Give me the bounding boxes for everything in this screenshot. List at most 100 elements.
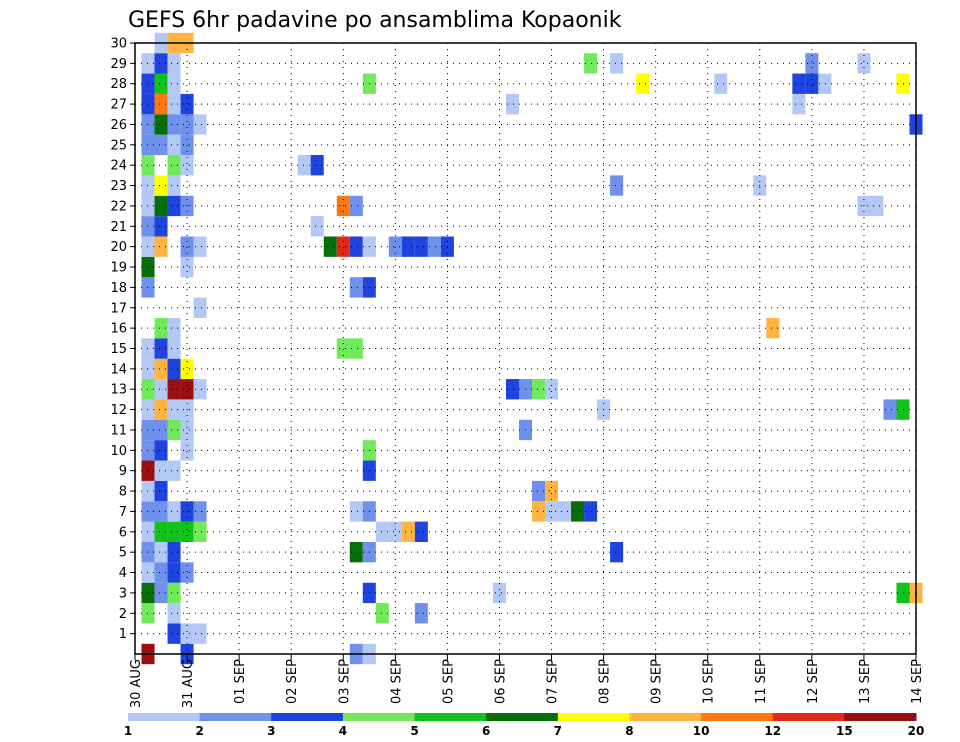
heatmap-cell: [141, 216, 155, 237]
heatmap-cell: [610, 53, 624, 74]
heatmap-cell: [141, 419, 155, 441]
heatmap-cell: [154, 541, 168, 563]
heatmap-cell: [167, 93, 181, 115]
legend-label: 15: [836, 724, 853, 738]
heatmap-cell: [545, 480, 559, 502]
heatmap-cell: [545, 379, 559, 400]
heatmap-cell: [297, 155, 311, 176]
y-tick-label: 10: [110, 444, 127, 459]
heatmap-cell: [154, 501, 168, 522]
heatmap-cell: [141, 53, 155, 74]
heatmap-cell: [141, 603, 155, 624]
y-tick-label: 27: [110, 98, 127, 113]
heatmap-cell: [193, 297, 207, 318]
heatmap-cell: [792, 93, 806, 115]
legend-label: 2: [195, 724, 203, 738]
y-tick-label: 3: [119, 586, 127, 601]
heatmap-cell: [610, 541, 624, 563]
heatmap-cell: [414, 236, 428, 257]
heatmap-cell: [167, 501, 181, 522]
y-tick-label: 5: [119, 546, 127, 561]
y-tick-label: 22: [110, 199, 127, 214]
y-axis-ticks: 1234567891011121314151617181920212223242…: [110, 37, 135, 642]
legend-label: 3: [267, 724, 275, 738]
y-tick-label: 25: [110, 138, 127, 153]
legend-label: 7: [554, 724, 562, 738]
heatmap-cell: [167, 134, 181, 156]
chart-title: GEFS 6hr padavine po ansamblima Kopaonik: [128, 8, 622, 33]
heatmap-cell: [180, 236, 194, 257]
heatmap-cell: [141, 582, 155, 604]
legend-label: 12: [764, 724, 781, 738]
x-tick-label: 07 SEP: [546, 659, 561, 704]
y-tick-label: 9: [119, 464, 127, 479]
legend-swatch: [557, 713, 630, 721]
legend-label: 5: [410, 724, 418, 738]
legend-label: 20: [908, 724, 925, 738]
heatmap-cell: [414, 603, 428, 624]
heatmap-cell: [180, 623, 194, 644]
heatmap-cell: [310, 155, 324, 176]
heatmap-cell: [388, 521, 402, 542]
legend-label: 8: [625, 724, 633, 738]
heatmap-cell: [154, 399, 168, 420]
heatmap-cell: [193, 501, 207, 522]
legend-swatch: [486, 713, 559, 721]
heatmap-cell: [141, 93, 155, 115]
heatmap-cell: [167, 541, 181, 563]
y-tick-label: 1: [119, 627, 127, 642]
heatmap-cell: [141, 277, 155, 298]
heatmap-cell: [154, 521, 168, 542]
heatmap-cell: [193, 114, 207, 135]
y-tick-label: 24: [110, 159, 127, 174]
heatmap-cell: [141, 501, 155, 522]
heatmap-cell: [896, 399, 910, 420]
heatmap-cell: [154, 53, 168, 74]
heatmap-cell: [505, 379, 519, 400]
x-tick-label: 30 AUG: [129, 659, 144, 708]
y-tick-label: 26: [110, 118, 127, 133]
heatmap-cell: [141, 114, 155, 135]
heatmap-cell: [141, 460, 155, 481]
heatmap-cell: [154, 460, 168, 481]
heatmap-cell: [167, 155, 181, 176]
heatmap-cell: [154, 73, 168, 94]
x-axis-ticks: 30 AUG 31 AUG 01 SEP 02 SEP 03 SEP 04 SEP 05 S…: [129, 654, 925, 708]
legend-swatch: [701, 713, 774, 721]
heatmap-cell: [349, 501, 363, 522]
heatmap-cell: [180, 562, 194, 583]
heatmap-cell: [427, 236, 441, 257]
y-tick-label: 4: [119, 566, 127, 581]
heatmap-cell: [167, 623, 181, 644]
x-tick-label: 08 SEP: [598, 659, 613, 704]
heatmap-cell: [154, 562, 168, 583]
heatmap-cell: [896, 582, 910, 604]
heatmap-cell: [180, 114, 194, 135]
y-tick-label: 21: [110, 220, 127, 235]
heatmap-cell: [349, 277, 363, 298]
heatmap-cell: [167, 521, 181, 542]
heatmap-cell: [532, 501, 546, 522]
heatmap-cell: [180, 521, 194, 542]
legend-swatch: [772, 713, 845, 721]
y-tick-label: 30: [110, 37, 127, 52]
heatmap-cell: [310, 216, 324, 237]
heatmap-cell: [584, 501, 598, 522]
x-tick-label: 14 SEP: [910, 659, 925, 704]
heatmap-cell: [805, 73, 819, 94]
heatmap-cell: [584, 53, 598, 74]
heatmap-cell: [167, 338, 181, 359]
heatmap-cell: [336, 338, 350, 359]
y-tick-label: 20: [110, 240, 127, 255]
heatmap-cell: [349, 195, 363, 217]
heatmap-cell: [375, 603, 389, 624]
heatmap-cell: [141, 521, 155, 542]
heatmap-cell: [141, 358, 155, 380]
heatmap-cell: [154, 480, 168, 502]
heatmap-cell: [870, 195, 884, 217]
x-tick-label: 12 SEP: [806, 659, 821, 704]
heatmap-cell: [154, 93, 168, 115]
y-tick-label: 23: [110, 179, 127, 194]
heatmap-cell: [857, 53, 871, 74]
